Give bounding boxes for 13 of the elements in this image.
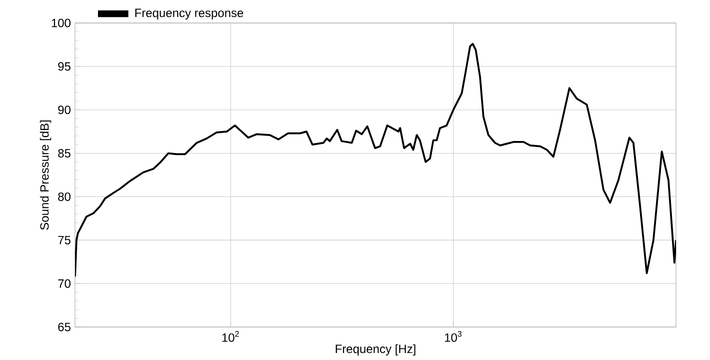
y-tick-label: 70	[58, 279, 71, 288]
x-tick-label: 10$^{3}$	[445, 331, 462, 342]
y-tick-label: 65	[58, 322, 70, 332]
y-tick-label: 80	[58, 192, 71, 201]
y-tick-label: 85	[58, 149, 70, 158]
x-axis-title: Frequency [Hz]	[336, 344, 416, 356]
y-tick-label: 100	[52, 18, 71, 28]
legend-label: Frequency response	[135, 8, 244, 20]
x-tick-label: 10$^{2}$	[222, 331, 239, 342]
y-tick-label: 75	[58, 236, 70, 244]
y-tick-label: 90	[58, 106, 71, 114]
y-axis-title: Sound Pressure [dB]	[40, 120, 52, 230]
y-tick-label: 95	[58, 62, 70, 71]
